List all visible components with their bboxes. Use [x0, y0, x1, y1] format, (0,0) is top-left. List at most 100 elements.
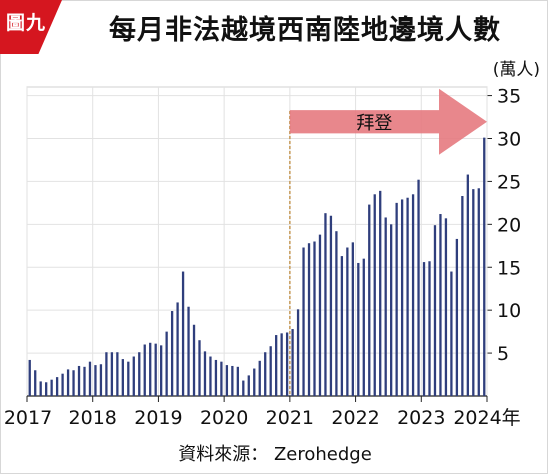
- chart-title: 每月非法越境西南陸地邊境人數: [109, 15, 501, 46]
- bar: [220, 361, 223, 396]
- x-tick-label: 2021: [266, 407, 314, 429]
- bar: [335, 231, 338, 396]
- bar: [280, 333, 283, 396]
- bar: [253, 368, 256, 396]
- bar: [77, 365, 81, 396]
- bar: [181, 271, 185, 396]
- y-tick-label: 15: [497, 257, 521, 279]
- bar: [50, 379, 53, 396]
- x-tick-label: 2022: [331, 407, 379, 429]
- bar: [302, 247, 305, 396]
- x-tick-label: 2019: [134, 407, 182, 429]
- bar: [324, 213, 327, 396]
- bar: [61, 373, 64, 396]
- x-tick-label: 2017: [4, 407, 52, 429]
- bar: [373, 194, 376, 396]
- x-tick-label: 2024年: [453, 407, 520, 429]
- bar: [455, 238, 459, 396]
- bar: [444, 218, 448, 396]
- bar: [160, 345, 163, 396]
- bar: [422, 262, 426, 396]
- bar: [66, 369, 70, 396]
- bar: [313, 241, 316, 396]
- bar: [329, 215, 333, 396]
- x-tick-label: 2023: [397, 407, 445, 429]
- bar: [379, 190, 382, 396]
- bar: [110, 352, 114, 396]
- bar: [307, 243, 311, 396]
- bar: [187, 306, 190, 396]
- bar: [209, 356, 212, 396]
- bar: [34, 370, 37, 396]
- bar: [154, 343, 157, 396]
- bar: [400, 199, 404, 396]
- bar: [45, 382, 48, 396]
- bar: [247, 375, 250, 396]
- bar: [28, 359, 31, 396]
- bar: [88, 361, 92, 396]
- bar: [351, 242, 354, 396]
- bar: [121, 359, 124, 396]
- bar: [275, 335, 278, 396]
- bar: [192, 324, 196, 396]
- bar: [170, 311, 174, 396]
- bar: [340, 256, 344, 396]
- bar: [285, 332, 289, 396]
- bar: [483, 137, 486, 396]
- x-tick-label: 2020: [200, 407, 248, 429]
- bar: [39, 381, 42, 396]
- bar: [439, 214, 442, 396]
- bar: [83, 366, 86, 396]
- y-tick-label: 30: [497, 129, 521, 151]
- bar: [395, 202, 398, 396]
- bar: [346, 247, 349, 396]
- bar: [225, 365, 229, 396]
- bar: [357, 262, 360, 396]
- bar: [165, 331, 168, 396]
- bar: [472, 189, 475, 396]
- bar: [291, 329, 294, 396]
- bar: [264, 352, 267, 396]
- y-tick-label: 5: [497, 343, 509, 365]
- bar: [138, 352, 141, 396]
- source-note: 資料來源： Zerohedge: [178, 444, 372, 465]
- x-tick-label: 2018: [69, 407, 117, 429]
- bar: [149, 342, 152, 396]
- bar: [417, 179, 420, 396]
- y-tick-label: 35: [497, 86, 521, 108]
- figure-tag-label: 圖九: [6, 12, 47, 34]
- bar: [477, 188, 480, 396]
- bar: [116, 352, 119, 396]
- bar: [258, 360, 261, 396]
- bar: [411, 194, 415, 396]
- bar: [198, 340, 201, 396]
- y-tick-label: 20: [497, 214, 521, 236]
- bar: [450, 271, 453, 396]
- bar: [390, 224, 393, 396]
- bar: [362, 258, 365, 396]
- bar: [236, 366, 239, 396]
- bar: [99, 364, 103, 396]
- bar: [296, 309, 300, 396]
- bar: [406, 197, 409, 396]
- bar: [384, 217, 387, 396]
- bar: [132, 356, 135, 396]
- bar: [127, 361, 130, 396]
- bar: [318, 234, 322, 396]
- annotation-label: 拜登: [356, 113, 392, 134]
- bar: [242, 380, 245, 396]
- annotation-arrow: [289, 88, 487, 155]
- bar: [105, 352, 108, 396]
- bar: [269, 346, 272, 396]
- bar: [466, 174, 469, 396]
- bar: [231, 365, 234, 396]
- bar: [368, 204, 371, 396]
- y-tick-label: 25: [497, 171, 521, 193]
- bar: [461, 196, 464, 396]
- bar: [94, 365, 97, 396]
- unit-label: (萬人): [492, 60, 540, 80]
- bar: [433, 225, 437, 396]
- bar: [72, 370, 75, 396]
